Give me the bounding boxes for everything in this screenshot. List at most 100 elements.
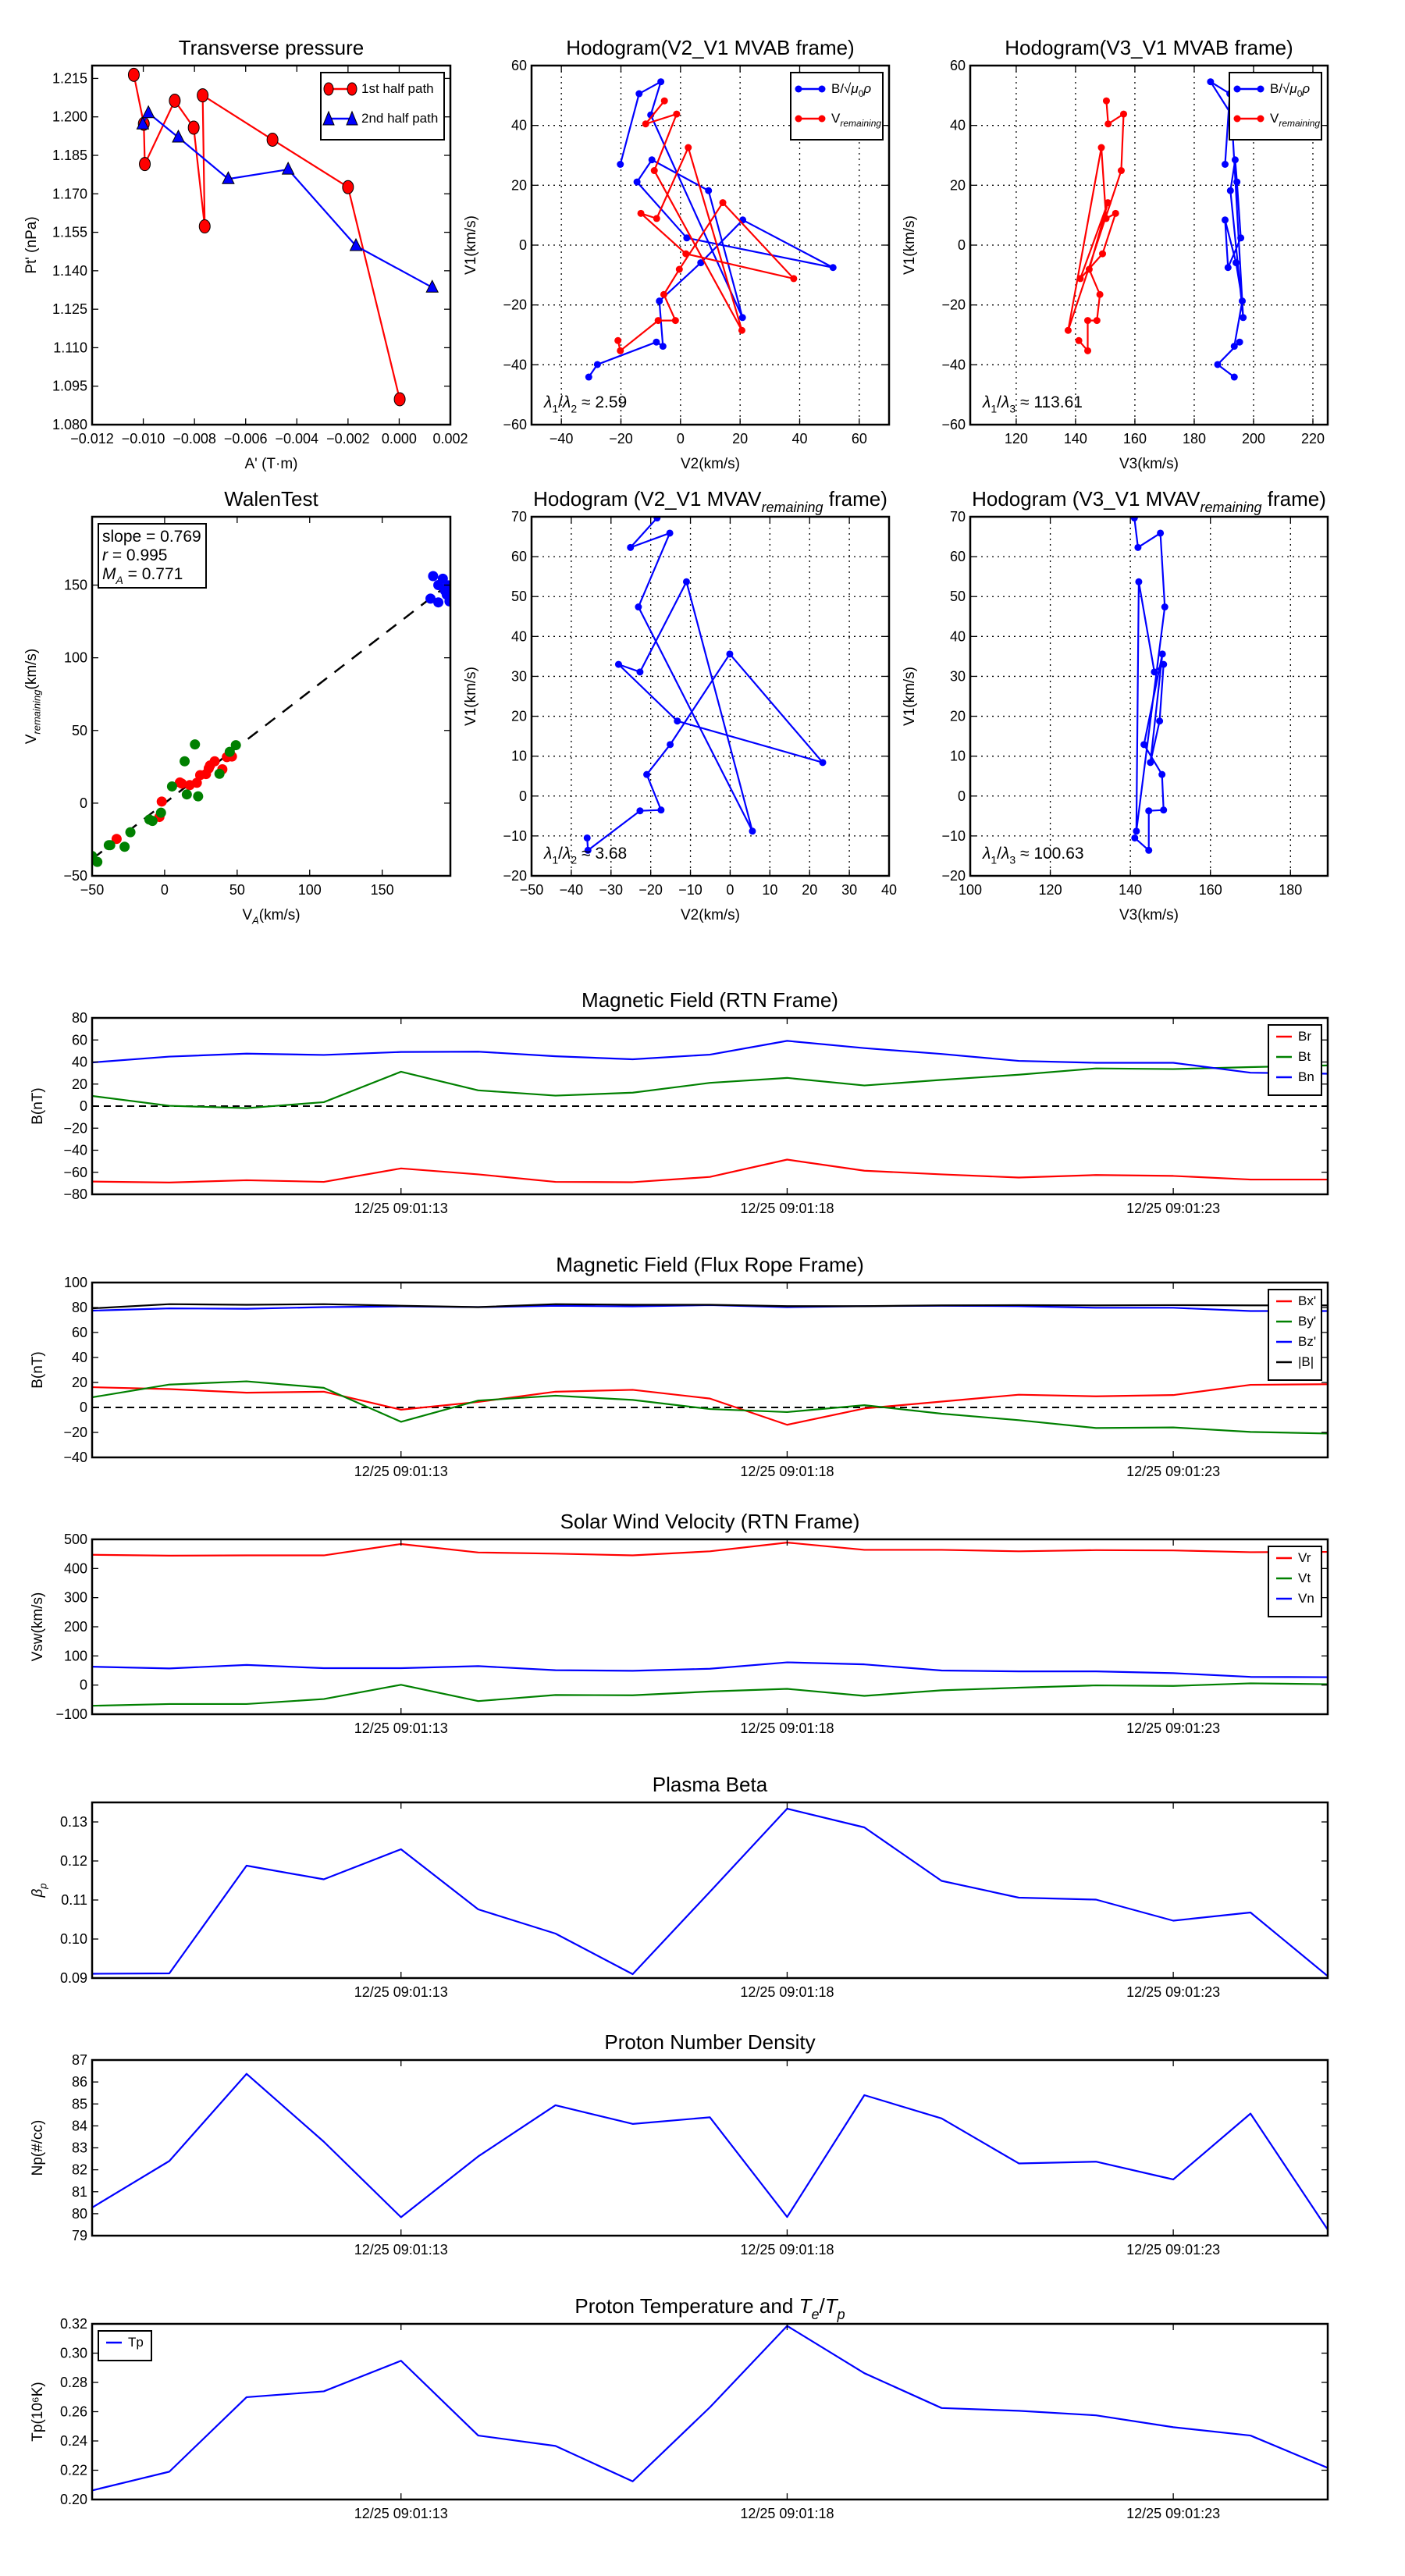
legend-item: Vt <box>1276 1571 1311 1585</box>
data-point <box>1158 770 1166 778</box>
legend-label-part: remaining <box>1279 118 1320 129</box>
legend-label: B/√μ0ρ <box>831 81 871 99</box>
y-tick-label: 20 <box>72 1375 87 1390</box>
data-point <box>169 94 181 109</box>
textbox-border <box>98 523 207 589</box>
y-tick-label: 100 <box>64 650 87 666</box>
walen-test-chart: −50 0 50 100 150−50050100150WalenTestVA(km/s… <box>23 487 452 927</box>
hodogram-v2-v1-mvab-chart: −40 −20 0 20 40 60−60−40−200204060Hodogram(V2… <box>463 36 891 472</box>
x-tick-label: 12/25 09:01:13 <box>354 1984 448 2000</box>
y-tick-label: 150 <box>64 578 87 593</box>
y-tick-label: 0.12 <box>60 1853 87 1869</box>
legend-item: By' <box>1276 1314 1316 1329</box>
x-tick-label: 12/25 09:01:23 <box>1126 1464 1220 1479</box>
y-tick-label: 70 <box>511 509 527 525</box>
data-point <box>1084 317 1092 325</box>
x-tick-label: 120 <box>1039 882 1062 898</box>
x-tick-label: 12/25 09:01:13 <box>354 2506 448 2521</box>
y-tick-label: 50 <box>950 589 966 604</box>
data-point <box>1231 156 1239 164</box>
legend-label-part: 0 <box>859 88 864 99</box>
x-tick-label: −20 <box>638 882 663 898</box>
x-tick-label: 12/25 09:01:23 <box>1126 1201 1220 1216</box>
data-point <box>673 110 681 118</box>
x-tick-label: 30 <box>841 882 857 898</box>
legend-item: 1st half path <box>323 81 434 96</box>
y-tick-label: 40 <box>511 118 527 133</box>
chart-title-part: frame) <box>1262 487 1326 511</box>
x-tick-label: 12/25 09:01:23 <box>1126 1984 1220 2000</box>
y-axis-label: βp <box>30 1883 49 1898</box>
y-axis-label: B(nT) <box>30 1351 46 1389</box>
legend-marker <box>795 115 802 123</box>
hodogram-v2-v1-mvav-chart: −50 −40 −30 −20 −10 0 10 20 30 40 −20 −10 0 10 20 30 40 5… <box>463 487 897 923</box>
eigenvalue-ratio-annotation-part: 3 <box>1009 402 1016 415</box>
x-tick-label: 220 <box>1301 431 1325 447</box>
eigenvalue-ratio-annotation-part: / <box>997 393 1001 411</box>
series-2 <box>425 571 450 608</box>
y-tick-label: 10 <box>950 749 966 764</box>
x-tick-label: 200 <box>1242 431 1265 447</box>
data-point <box>666 529 674 537</box>
data-point <box>1076 275 1084 283</box>
chart-title-part: Hodogram (V2_V1 MVAV <box>533 487 762 511</box>
eigenvalue-ratio-annotation-part: 3 <box>1009 853 1016 866</box>
plot-area <box>92 1303 1328 1435</box>
y-tick-label: 60 <box>72 1325 87 1340</box>
data-point <box>1134 543 1142 551</box>
data-point <box>685 144 692 151</box>
data-point <box>147 816 158 827</box>
data-point <box>617 161 624 168</box>
x-tick-label: 20 <box>802 882 817 898</box>
x-tick-label: −20 <box>609 431 633 447</box>
y-tick-label: 82 <box>72 2162 87 2178</box>
data-point <box>1085 265 1093 273</box>
y-tick-label: 83 <box>72 2140 87 2156</box>
y-tick-label: 0.10 <box>60 1931 87 1947</box>
data-point <box>1237 234 1245 242</box>
y-tick-label: 0.24 <box>60 2433 87 2449</box>
data-point <box>738 314 746 322</box>
series-1 <box>1064 97 1128 354</box>
series-0 <box>585 78 837 381</box>
series-line <box>92 2325 1328 2492</box>
series-vn <box>92 1661 1328 1678</box>
chart-title-part: frame) <box>823 487 887 511</box>
y-tick-label: 0 <box>80 1678 87 1693</box>
axes-frame <box>91 2058 1329 2237</box>
eigenvalue-ratio-annotation-part: 2 <box>571 402 577 415</box>
y-tick-label: 300 <box>64 1590 87 1606</box>
series-line <box>92 1158 1328 1183</box>
data-point <box>1224 264 1232 272</box>
proton-density-chart: 12/25 09:01:13 12/25 09:01:18 12/25 09:01:… <box>30 2030 1329 2258</box>
y-tick-label: 1.185 <box>52 148 87 163</box>
magnetic-field-rtn-chart: 12/25 09:01:13 12/25 09:01:18 12/25 09:01:… <box>30 988 1329 1216</box>
x-tick-label: 12/25 09:01:18 <box>740 2506 834 2521</box>
plot-area <box>583 517 827 854</box>
textbox-line-part: A <box>116 574 123 586</box>
y-tick-label: 50 <box>511 589 527 604</box>
axes-frame <box>91 1801 1329 1980</box>
legend-marker <box>1257 85 1264 93</box>
legend-item: Vr <box>1276 1550 1311 1565</box>
series-1 <box>92 739 241 867</box>
plot-area <box>92 1542 1328 1707</box>
x-tick-label: 12/25 09:01:18 <box>740 1464 834 1479</box>
legend-label-part: remaining <box>840 118 881 129</box>
data-point <box>222 171 235 184</box>
legend-item: Bz' <box>1276 1334 1316 1349</box>
legend-border <box>1268 1546 1322 1617</box>
x-tick-label: 60 <box>852 431 867 447</box>
x-tick-label: 12/25 09:01:18 <box>740 1720 834 1736</box>
y-axis-label: Np(#/cc) <box>30 2120 46 2176</box>
magnetic-field-flux-rope-chart: 12/25 09:01:13 12/25 09:01:18 12/25 09:01:… <box>30 1253 1329 1479</box>
data-point <box>1214 361 1222 368</box>
legend-label: Tp <box>128 2335 144 2350</box>
eigenvalue-ratio-annotation-part: 1 <box>552 853 558 866</box>
data-point <box>585 373 592 381</box>
chart-title: Hodogram (V2_V1 MVAVremaining frame) <box>533 487 887 515</box>
data-point <box>1221 216 1229 224</box>
y-tick-label: 0.09 <box>60 1970 87 1986</box>
data-point <box>1102 97 1110 105</box>
